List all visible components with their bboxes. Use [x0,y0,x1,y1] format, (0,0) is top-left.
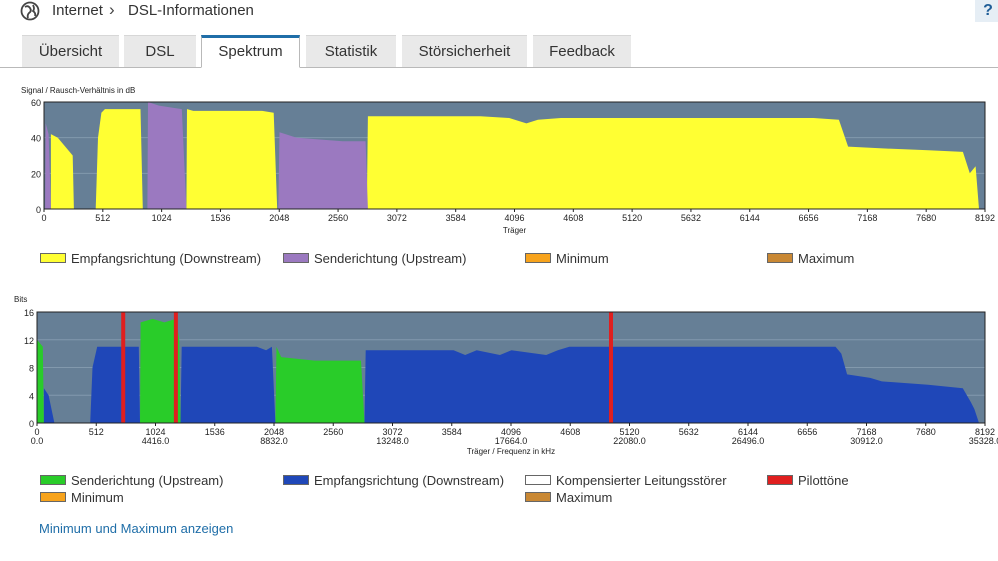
x-tick-label: 6656 [799,213,819,223]
x-tick-label: 1024 [145,427,165,437]
tab-uebersicht[interactable]: Übersicht [22,35,119,67]
y-axis-label: Bits [14,295,27,304]
legend-swatch [767,475,793,485]
x-tick-label: 4608 [563,213,583,223]
legend-swatch [525,492,551,502]
x-freq-tick-label: 8832.0 [260,436,288,446]
x-tick-label: 7680 [916,427,936,437]
x-tick-label: 6656 [797,427,817,437]
x-tick-label: 3584 [446,213,466,223]
legend-swatch [525,253,551,263]
series-area [50,134,74,209]
x-tick-label: 1536 [210,213,230,223]
x-tick-label: 512 [89,427,104,437]
x-freq-tick-label: 17664.0 [495,436,528,446]
top-bar: Internet › DSL-Informationen ? [0,0,998,26]
series-area [95,109,143,209]
series-area [366,116,979,209]
x-freq-tick-label: 13248.0 [376,436,409,446]
y-tick-label: 40 [31,134,41,144]
legend-swatch [767,253,793,263]
x-tick-label: 1536 [205,427,225,437]
pilot-tone-marker [173,312,178,423]
x-tick-label: 2560 [323,427,343,437]
pilot-tone-marker [121,312,126,423]
y-axis-label: Signal / Rausch-Verhältnis in dB [21,86,135,95]
y-tick-label: 20 [31,169,41,179]
page-title: DSL-Informationen [128,2,254,19]
series-area [275,346,365,423]
legend-swatch [40,475,66,485]
x-freq-tick-label: 35328.0 [969,436,998,446]
tab-feedback[interactable]: Feedback [533,35,631,67]
x-tick-label: 4096 [504,213,524,223]
help-button[interactable]: ? [975,0,998,22]
x-tick-label: 7680 [916,213,936,223]
x-tick-label: 3072 [387,213,407,223]
x-freq-tick-label: 22080.0 [613,436,646,446]
y-tick-label: 0 [29,419,34,429]
y-tick-label: 16 [24,308,34,318]
x-tick-label: 5120 [622,213,642,223]
tab-bar: Übersicht DSL Spektrum Statistik Störsic… [0,35,998,68]
x-tick-label: 8192 [975,213,995,223]
tab-statistik[interactable]: Statistik [306,35,396,67]
y-tick-label: 60 [31,98,41,108]
series-area [147,102,187,209]
globe-icon [20,1,40,21]
x-tick-label: 0 [41,213,46,223]
x-tick-label: 2048 [269,213,289,223]
x-tick-label: 512 [95,213,110,223]
breadcrumb-internet[interactable]: Internet [52,2,103,19]
x-tick-label: 1024 [152,213,172,223]
series-area [140,318,181,423]
legend-swatch [40,492,66,502]
tab-dsl[interactable]: DSL [124,35,196,67]
x-tick-label: 7168 [857,213,877,223]
x-freq-tick-label: 0.0 [31,436,44,446]
x-tick-label: 0 [34,427,39,437]
x-tick-label: 2048 [264,427,284,437]
legend-swatch [525,475,551,485]
show-min-max-link[interactable]: Minimum und Maximum anzeigen [39,521,234,536]
pilot-tone-marker [608,312,613,423]
legend-swatch [283,253,309,263]
x-freq-tick-label: 30912.0 [850,436,883,446]
x-tick-label: 2560 [328,213,348,223]
series-area [37,339,44,423]
x-tick-label: 4608 [560,427,580,437]
series-area [43,388,55,423]
series-area [278,132,368,209]
x-axis-label: Träger [503,226,527,235]
x-axis-label: Träger / Frequenz in kHz [467,447,555,456]
y-tick-label: 12 [24,336,34,346]
x-tick-label: 5632 [679,427,699,437]
series-area [180,346,276,423]
x-tick-label: 4096 [501,427,521,437]
chevron-right-icon: › [109,0,115,19]
x-tick-label: 8192 [975,427,995,437]
series-area [186,109,278,209]
y-tick-label: 0 [36,205,41,215]
legend-swatch [40,253,66,263]
y-tick-label: 8 [29,364,34,374]
x-freq-tick-label: 4416.0 [142,436,170,446]
tab-stoersicherheit[interactable]: Störsicherheit [402,35,527,67]
series-area [364,346,979,423]
x-tick-label: 6144 [740,213,760,223]
series-area [90,346,140,423]
x-freq-tick-label: 26496.0 [732,436,765,446]
x-tick-label: 3072 [382,427,402,437]
x-tick-label: 6144 [738,427,758,437]
x-tick-label: 5632 [681,213,701,223]
y-tick-label: 4 [29,391,34,401]
legend-swatch [283,475,309,485]
x-tick-label: 5120 [619,427,639,437]
x-tick-label: 3584 [442,427,462,437]
tab-spektrum[interactable]: Spektrum [201,35,300,68]
x-tick-label: 7168 [856,427,876,437]
series-area [45,123,51,209]
